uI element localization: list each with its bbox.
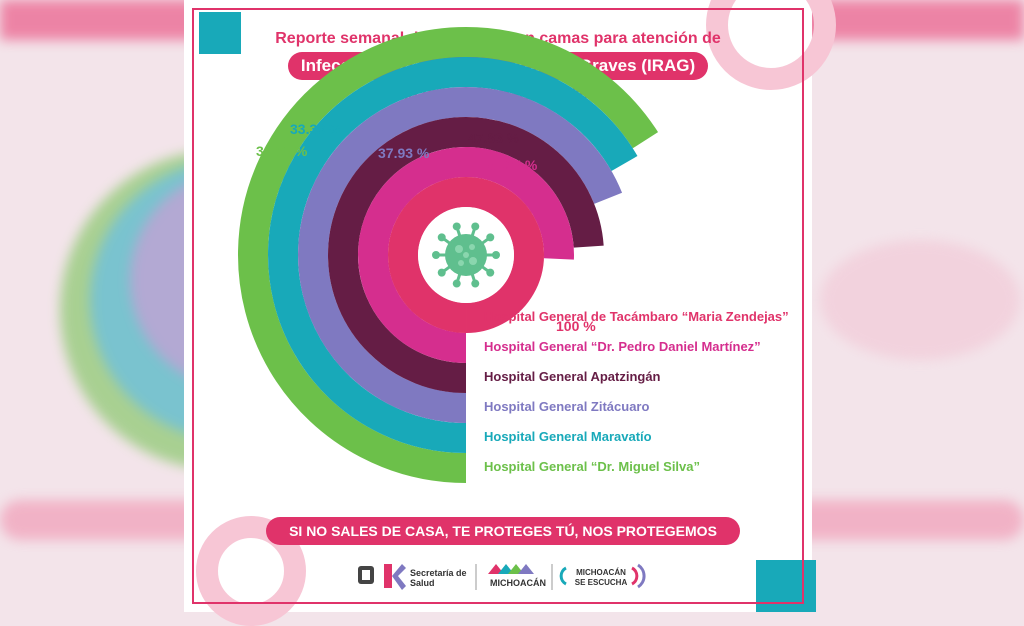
legend-hospital-2: Hospital General Apatzingán — [484, 369, 661, 384]
virus-icon — [432, 222, 500, 288]
legend-hospital-1: Hospital General “Dr. Pedro Daniel Martí… — [484, 339, 761, 354]
ring-bar-0 — [388, 177, 544, 333]
escucha-logo-icon — [559, 563, 646, 589]
escucha-logo-text: MICHOACÁN SE ESCUCHA — [574, 568, 628, 587]
secretaria-logo-icon — [384, 564, 406, 590]
value-label-0: 100 % — [556, 318, 596, 334]
ring-bar-3 — [298, 87, 623, 423]
ring-bar-1 — [358, 147, 574, 363]
ring-bar-2 — [328, 117, 604, 393]
value-label-1: 51.35 % — [486, 157, 538, 173]
value-label-2: 47.83 % — [468, 130, 520, 146]
legend-hospital-0: Hospital General de Tacámbaro “Maria Zen… — [484, 309, 789, 324]
value-label-4: 33.33 % — [290, 121, 342, 137]
radial-bar-chart — [238, 27, 659, 483]
logo-strip: Secretaría de Salud MICHOACÁN MICHOACÁN … — [354, 560, 654, 594]
state-seal-icon — [358, 566, 374, 584]
slogan-banner: SI NO SALES DE CASA, TE PROTEGES TÚ, NOS… — [266, 517, 740, 567]
legend-hospital-5: Hospital General “Dr. Miguel Silva” — [484, 459, 701, 474]
decorative-square-top-left — [199, 12, 241, 54]
value-label-3: 37.93 % — [378, 145, 430, 161]
ring-bar-4 — [268, 57, 638, 453]
legend-hospital-3: Hospital General Zitácuaro — [484, 399, 650, 414]
value-label-5: 31.88 % — [256, 143, 308, 159]
gobierno-logo-icon — [488, 564, 534, 574]
legend-hospital-4: Hospital General Maravatío — [484, 429, 652, 444]
gobierno-logo-text: MICHOACÁN — [490, 578, 546, 588]
secretaria-logo-text: Secretaría de Salud — [410, 568, 467, 588]
ring-bar-5 — [238, 27, 659, 483]
